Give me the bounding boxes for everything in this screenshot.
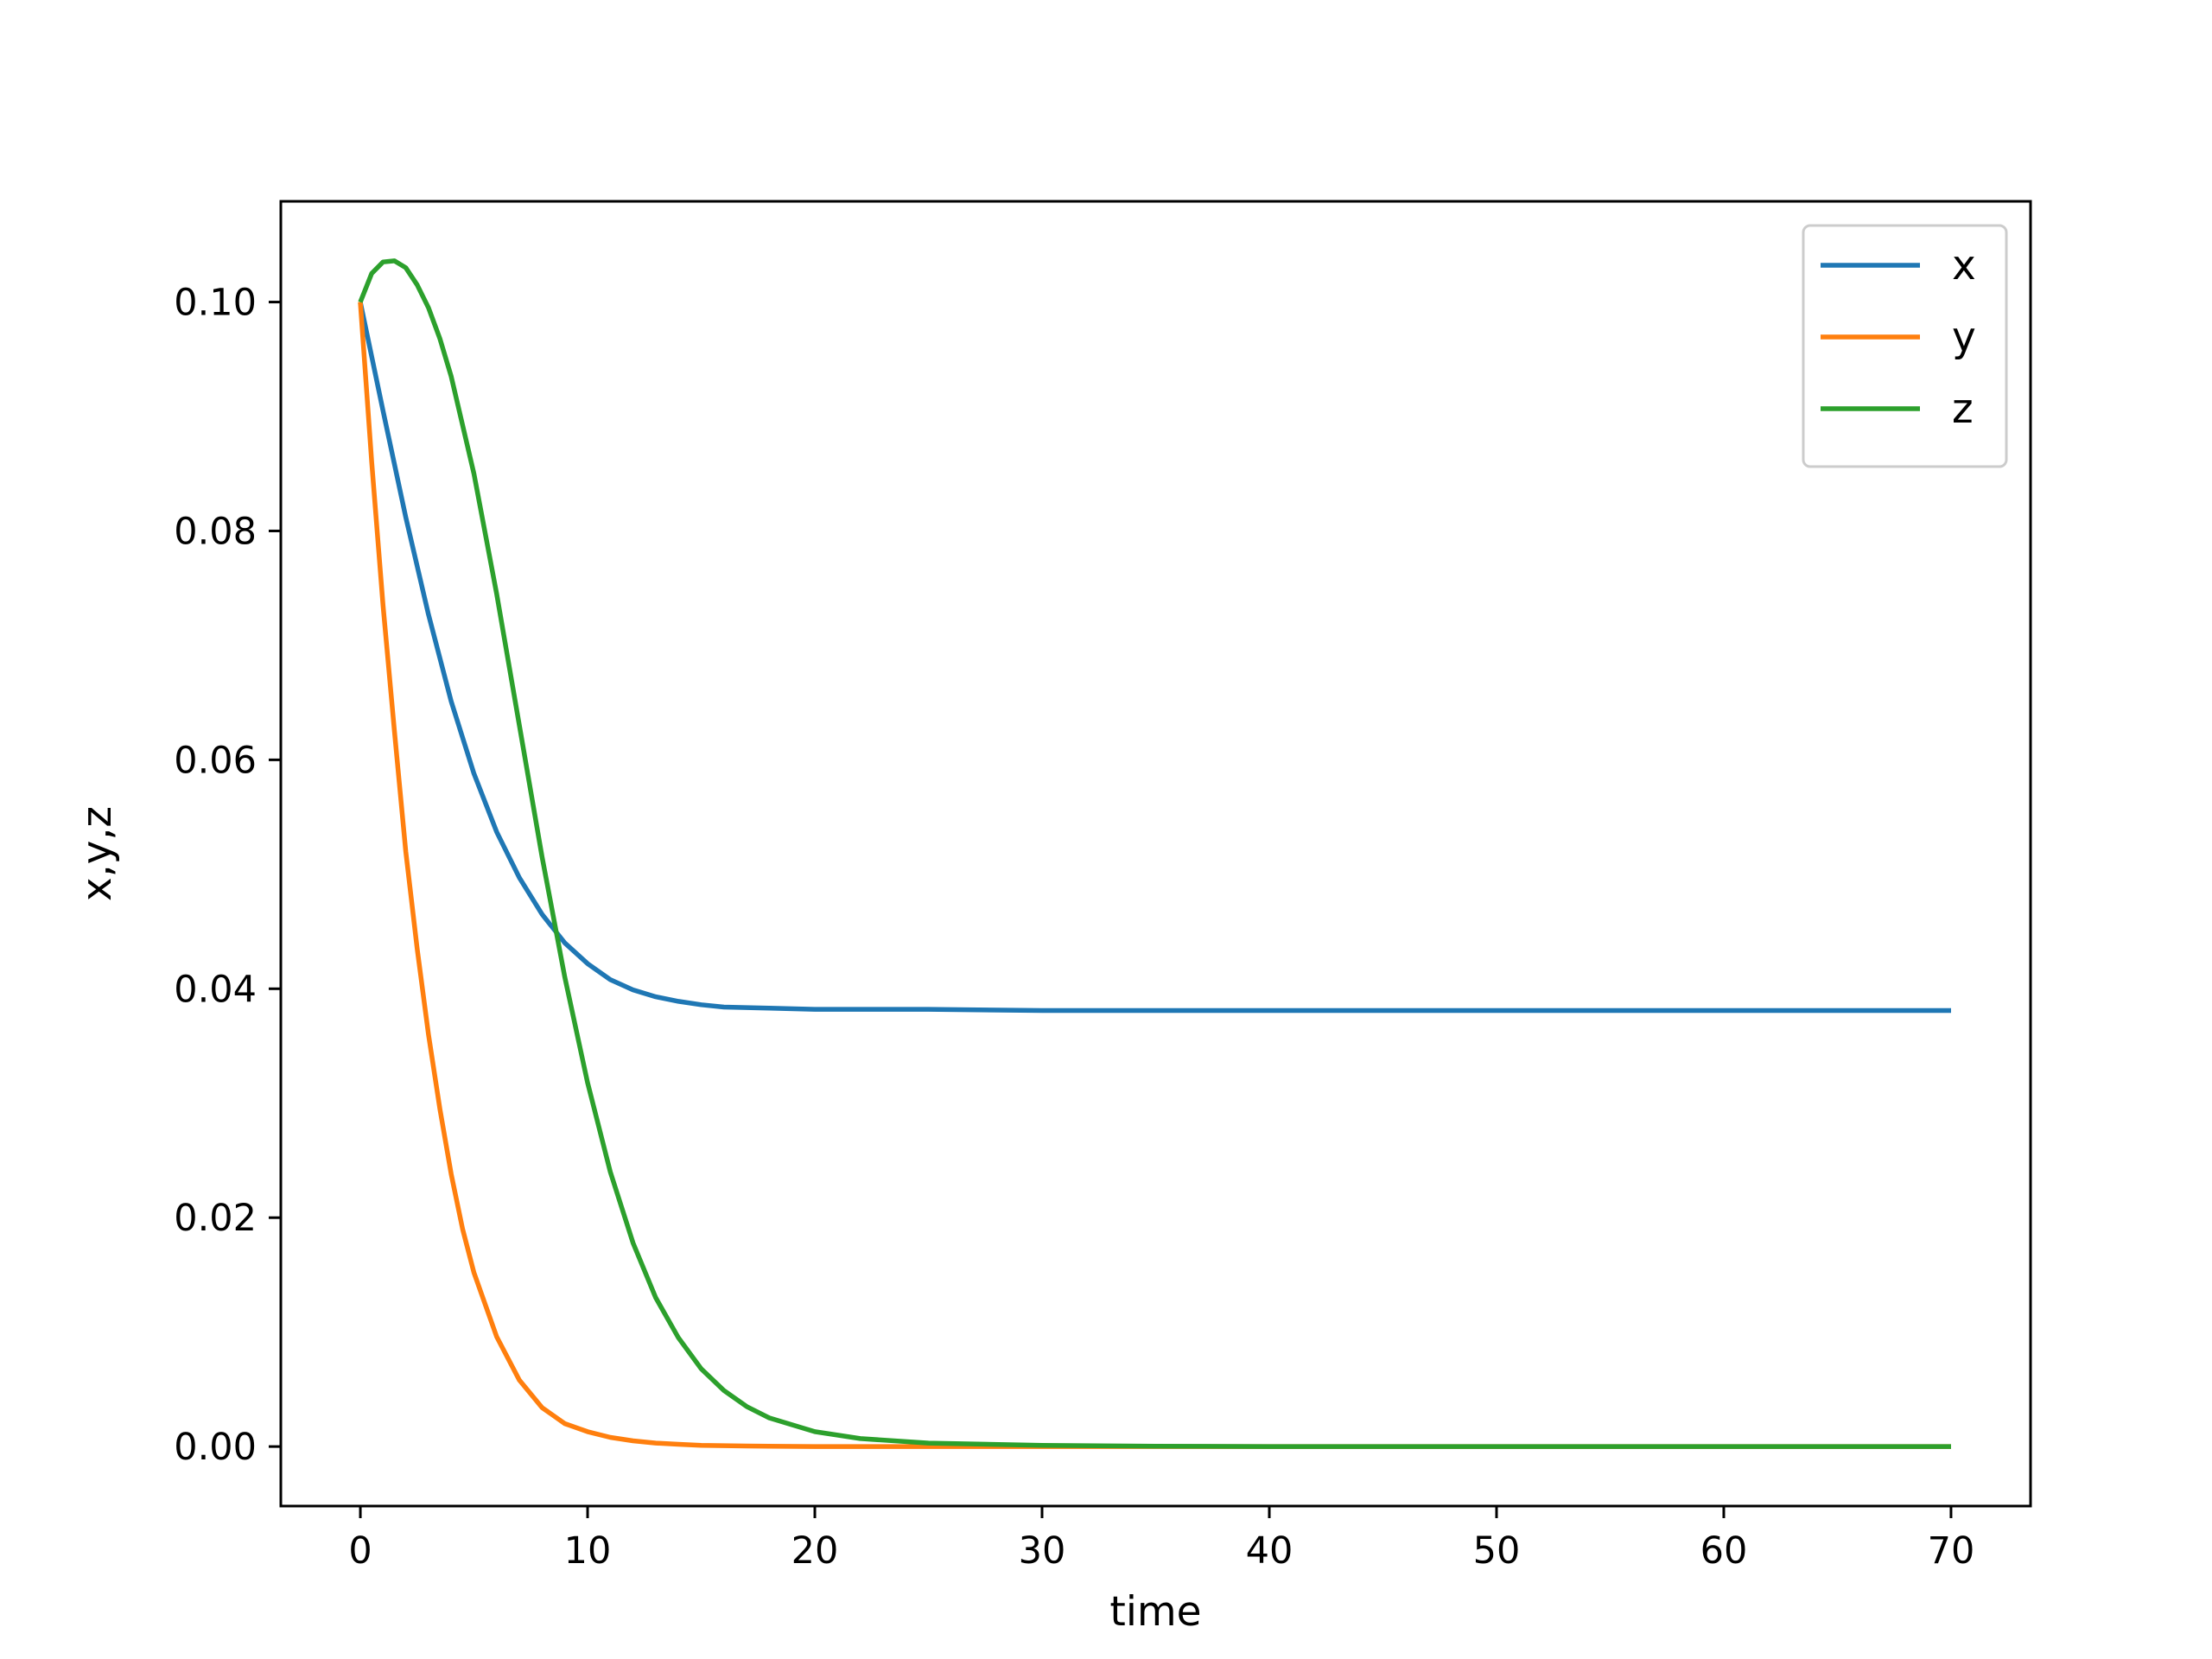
legend-label-z: z xyxy=(1952,385,1974,433)
x-tick-label: 20 xyxy=(791,1529,839,1573)
x-axis-title: time xyxy=(1109,1588,1201,1636)
y-tick-label: 0.10 xyxy=(174,282,257,325)
x-tick-label: 0 xyxy=(348,1529,372,1573)
legend-label-x: x xyxy=(1952,242,1976,289)
x-tick-label: 30 xyxy=(1019,1529,1066,1573)
y-tick-label: 0.06 xyxy=(174,739,257,782)
x-tick-label: 70 xyxy=(1928,1529,1975,1573)
y-axis: 0.00 0.02 0.04 0.06 0.08 0.10 xyxy=(174,282,281,1469)
y-tick-label: 0.00 xyxy=(174,1426,257,1469)
y-axis-title: x,y,z xyxy=(73,806,121,901)
series-layer xyxy=(358,258,1951,1449)
x-axis: 0 10 20 30 40 50 60 70 xyxy=(348,1506,1974,1573)
y-tick-label: 0.04 xyxy=(174,968,257,1011)
series-line-z xyxy=(358,258,1951,1449)
series-line-x xyxy=(358,302,1951,1014)
legend: xyz xyxy=(1802,224,2008,468)
x-tick-label: 50 xyxy=(1473,1529,1521,1573)
x-tick-label: 40 xyxy=(1246,1529,1294,1573)
series-line-y xyxy=(358,302,1951,1449)
plot-frame xyxy=(279,200,2032,1508)
x-tick-label: 10 xyxy=(564,1529,612,1573)
x-tick-label: 60 xyxy=(1700,1529,1748,1573)
y-tick-label: 0.08 xyxy=(174,510,257,553)
legend-label-y: y xyxy=(1952,314,1976,361)
y-tick-label: 0.02 xyxy=(174,1197,257,1240)
